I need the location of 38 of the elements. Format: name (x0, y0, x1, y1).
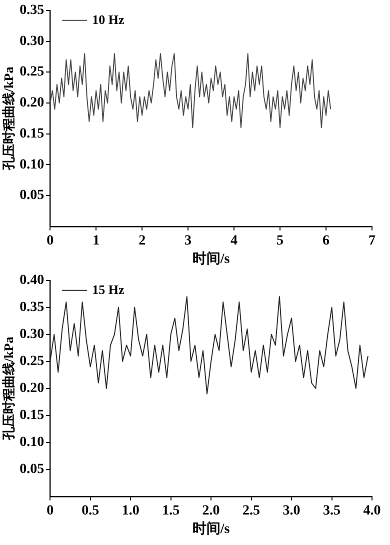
y-tick-label: 0.15 (20, 408, 44, 424)
x-tick-label: 6 (322, 233, 330, 248)
x-tick-label: 3 (184, 233, 192, 248)
y-tick-label: 0.20 (20, 381, 44, 396)
y-tick-label: 0.20 (20, 96, 44, 111)
y-tick-label: 0.35 (20, 3, 44, 18)
x-axis-title: 时间/s (192, 251, 230, 268)
x-tick-label: 1.5 (162, 503, 180, 518)
y-tick-label: 0.25 (20, 64, 44, 80)
x-tick-label: 2.5 (242, 503, 260, 518)
x-tick-label: 1 (92, 233, 100, 248)
x-tick-label: 3.5 (323, 503, 341, 518)
y-tick-label: 0.10 (20, 435, 44, 450)
y-tick-label: 0.05 (20, 188, 44, 204)
x-tick-label: 3.0 (282, 503, 300, 518)
y-axis-title: 孔压时程曲线/kPa (1, 336, 16, 442)
y-tick-label: 0.30 (20, 34, 44, 49)
y-tick-label: 0.15 (20, 126, 44, 142)
x-tick-label: 2.0 (202, 503, 220, 518)
x-tick-label: 5 (276, 233, 284, 248)
y-tick-label: 0.30 (20, 327, 44, 342)
y-tick-label: 0.40 (20, 273, 44, 288)
legend-label: 10 Hz (92, 12, 124, 27)
y-tick-label: 0.05 (20, 462, 44, 478)
y-axis-title: 孔压时程曲线/kPa (1, 66, 16, 172)
x-tick-label: 0 (46, 503, 54, 518)
x-tick-label: 7 (368, 233, 376, 248)
x-tick-label: 0 (46, 233, 54, 248)
x-tick-label: 4.0 (363, 503, 381, 518)
x-tick-label: 0.5 (82, 503, 100, 518)
x-tick-label: 2 (138, 233, 146, 248)
x-tick-label: 4 (230, 233, 238, 248)
legend-label: 15 Hz (92, 282, 124, 297)
y-tick-label: 0.35 (20, 300, 44, 316)
x-axis-title: 时间/s (192, 521, 230, 538)
y-tick-label: 0.10 (20, 157, 44, 172)
x-tick-label: 1.0 (122, 503, 140, 518)
y-tick-label: 0.25 (20, 354, 44, 370)
